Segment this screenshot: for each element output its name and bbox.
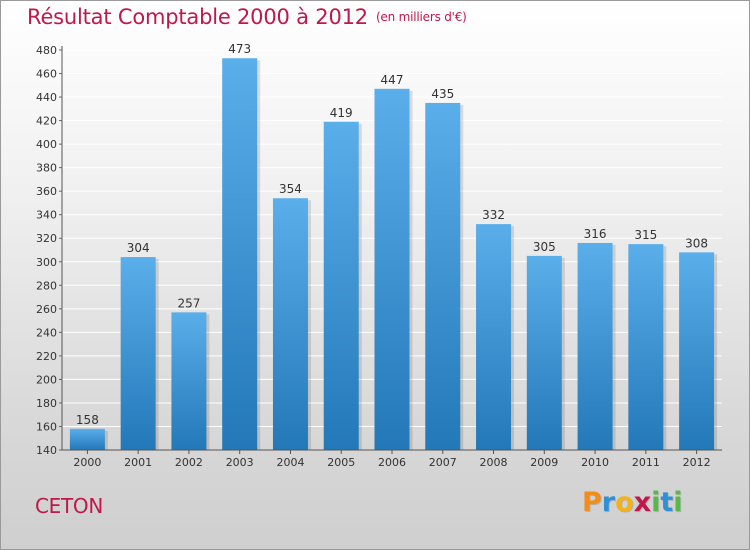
x-axis: 2000 2001 2002 2003 2004 2005 2006 2007 2008 2009…	[62, 449, 722, 469]
bar	[374, 88, 410, 450]
bar	[323, 121, 359, 450]
y-tick-label: 180	[36, 397, 57, 410]
logo-letter: i	[673, 487, 683, 518]
x-tick-label: 2008	[480, 456, 508, 469]
data-label: 305	[533, 240, 556, 254]
logo-letter: i	[651, 487, 661, 518]
y-tick-label: 260	[36, 303, 57, 316]
x-tick-label: 2011	[632, 456, 660, 469]
logo-letter: o	[615, 487, 634, 518]
y-tick-label: 380	[36, 162, 57, 175]
y-tick-label: 280	[36, 279, 57, 292]
chart-subtitle: (en milliers d'€)	[375, 10, 467, 24]
bar	[476, 224, 512, 450]
x-tick-label: 2012	[683, 456, 711, 469]
x-tick-label: 2000	[73, 456, 101, 469]
x-tick-label: 2001	[124, 456, 152, 469]
y-tick-label: 440	[36, 91, 57, 104]
y-tick-label: 400	[36, 138, 57, 151]
data-label: 308	[685, 236, 708, 250]
logo-letter: t	[660, 487, 674, 518]
y-tick-label: 160	[36, 420, 57, 433]
y-tick-label: 480	[36, 44, 57, 57]
data-label: 316	[584, 227, 607, 241]
bar	[69, 428, 105, 450]
y-tick-label: 220	[36, 350, 57, 363]
logo-letter: x	[633, 487, 652, 518]
x-tick-label: 2003	[226, 456, 254, 469]
y-axis: 140 160 180 200 220 240 260 280 300 320 340 360 380 4…	[36, 44, 63, 457]
y-tick-label: 140	[36, 444, 57, 457]
bar	[679, 252, 715, 450]
logo-letter: r	[601, 487, 616, 518]
y-tick-label: 360	[36, 185, 57, 198]
bar	[425, 102, 461, 451]
data-label: 473	[228, 42, 251, 56]
bar	[222, 58, 258, 451]
data-label: 354	[279, 182, 302, 196]
data-label: 435	[431, 87, 454, 101]
bar	[577, 242, 613, 450]
logo-letter: P	[582, 487, 602, 518]
x-tick-label: 2010	[581, 456, 609, 469]
x-tick-label: 2005	[327, 456, 355, 469]
proxiti-logo: Proxiti	[582, 487, 683, 518]
chart-title: Résultat Comptable 2000 à 2012 (en millie…	[27, 5, 467, 29]
bar	[272, 198, 308, 450]
chart-title-text: Résultat Comptable 2000 à 2012	[27, 5, 368, 29]
data-label: 447	[381, 73, 404, 87]
y-tick-label: 460	[36, 68, 57, 81]
x-tick-label: 2009	[530, 456, 558, 469]
data-label: 257	[177, 296, 200, 310]
data-label: 419	[330, 106, 353, 120]
x-tick-label: 2004	[276, 456, 304, 469]
x-tick-label: 2007	[429, 456, 457, 469]
y-tick-label: 420	[36, 115, 57, 128]
bar	[120, 257, 156, 450]
bar	[628, 244, 664, 450]
bar	[526, 255, 562, 450]
y-tick-label: 200	[36, 373, 57, 386]
city-name: CETON	[35, 494, 104, 518]
data-label: 158	[76, 413, 99, 427]
data-label: 315	[634, 228, 657, 242]
y-tick-label: 240	[36, 326, 57, 339]
data-label: 332	[482, 208, 505, 222]
y-tick-label: 300	[36, 256, 57, 269]
x-tick-label: 2002	[175, 456, 203, 469]
y-tick-label: 320	[36, 232, 57, 245]
bars: 158 304 257 473 354 419 447 435 332 305 316 315 308	[69, 42, 718, 451]
bar	[171, 312, 207, 450]
data-label: 304	[127, 241, 150, 255]
y-tick-label: 340	[36, 209, 57, 222]
x-tick-label: 2006	[378, 456, 406, 469]
